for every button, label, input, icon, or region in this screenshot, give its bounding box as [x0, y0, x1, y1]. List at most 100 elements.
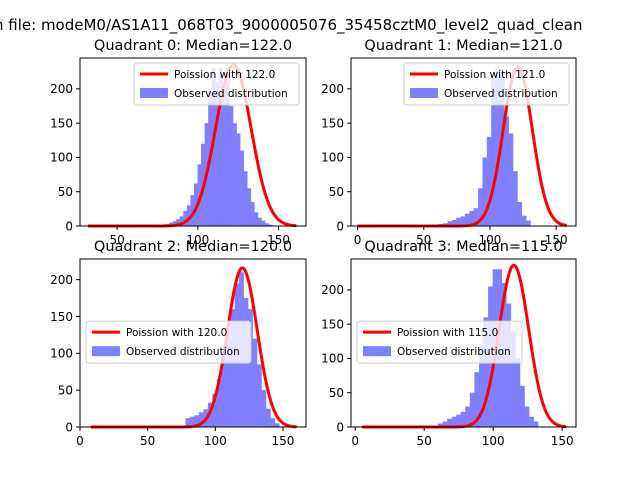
histogram-bar [515, 358, 521, 427]
legend-bar-label: Observed distribution [397, 346, 511, 358]
histogram-bar [190, 416, 195, 427]
histogram-bar [506, 303, 512, 427]
histogram-bar [270, 418, 276, 427]
x-tick-label: 50 [416, 233, 431, 247]
legend-bar-label: Observed distribution [174, 88, 288, 100]
histogram-bar [517, 202, 523, 226]
y-tick-label: 200 [321, 283, 344, 297]
x-tick-label: 0 [76, 434, 84, 448]
legend-bar-swatch [363, 346, 391, 357]
histogram-bar [247, 188, 252, 226]
histogram-bar [465, 406, 471, 427]
histogram-bar [230, 309, 235, 427]
histogram-bar [464, 213, 470, 226]
histogram-bar [478, 344, 484, 427]
histogram-bar [265, 408, 271, 427]
x-tick-label: 100 [186, 233, 209, 247]
histogram-bar [447, 221, 453, 226]
histogram-bar [215, 82, 220, 226]
histogram-bar [176, 219, 181, 226]
axes-frame [79, 258, 307, 428]
x-tick-label: 50 [417, 434, 432, 448]
y-tick-label: 0 [336, 219, 344, 233]
legend-curve-label: Poission with 115.0 [397, 327, 498, 339]
histogram-bar [274, 423, 280, 427]
legend-curve-label: Poission with 121.0 [444, 69, 545, 81]
histogram-bar [473, 208, 479, 226]
histogram-bar [513, 171, 518, 226]
histogram-bar [225, 331, 231, 427]
histogram-bar [504, 116, 509, 226]
histogram-bar [186, 205, 191, 226]
histogram-bar [211, 68, 216, 226]
histogram-bar [442, 421, 448, 427]
histogram-bar [491, 78, 496, 226]
histogram-bar [236, 133, 241, 226]
histogram-bar [243, 171, 248, 226]
histogram-bar [252, 338, 258, 427]
y-tick-label: 150 [321, 317, 344, 331]
histogram-bar [194, 415, 200, 427]
panels: 50 100 150 0 50 100 150 200 Quadrant 0: Median=1… [50, 38, 577, 448]
chart-panel-2: 0 50 100 150 0 50 100 150 200 Quadrant 2: Median=… [50, 239, 307, 448]
chart-panel-1: 0 50 100 150 0 50 100 150 200 Quadrant 1: Median=… [321, 38, 577, 247]
y-tick-label: 200 [50, 273, 73, 287]
y-tick-label: 100 [50, 151, 73, 165]
histogram-bar [526, 220, 531, 226]
histogram-bar [519, 385, 525, 427]
histogram-bar [190, 195, 195, 226]
y-tick-label: 50 [58, 185, 73, 199]
histogram-bar [529, 416, 534, 427]
histogram-bar [521, 215, 527, 226]
histogram-bar [172, 221, 177, 226]
histogram-bar [451, 219, 457, 226]
y-tick-label: 50 [329, 386, 344, 400]
legend-bar-label: Observed distribution [126, 346, 240, 358]
histogram-bar [250, 202, 255, 226]
histogram-bar [261, 390, 267, 427]
histogram-bar [254, 212, 259, 226]
histogram-bar [460, 411, 466, 427]
figure-suptitle: n file: modeM0/AS1A11_068T03_9000005076_… [0, 16, 583, 35]
chart-legend: Poission with 121.0 Observed distribution [403, 62, 570, 106]
histogram-bar [233, 123, 237, 226]
histogram-bar [198, 412, 204, 427]
y-tick-label: 150 [50, 310, 73, 324]
histogram-bar [218, 68, 223, 226]
legend-bar-label: Observed distribution [444, 88, 558, 100]
x-tick-label: 0 [351, 434, 359, 448]
histogram-bar [508, 133, 514, 226]
chart-panel-3: 0 50 100 150 0 50 100 150 200 Quadrant 3: Median=… [321, 239, 577, 448]
chart-legend: Poission with 120.0 Observed distribution [85, 320, 252, 364]
x-tick-label: 150 [267, 233, 290, 247]
chart-panel-0: 50 100 150 0 50 100 150 200 Quadrant 0: Median=1… [50, 38, 307, 247]
x-tick-label: 100 [204, 434, 227, 448]
legend-curve-label: Poission with 120.0 [126, 327, 227, 339]
axes-frame [79, 57, 307, 227]
y-tick-label: 0 [336, 420, 344, 434]
y-tick-label: 150 [50, 116, 73, 130]
histogram-bar [533, 421, 539, 427]
legend-frame [133, 62, 300, 106]
chart-legend: Poission with 115.0 Observed distribution [356, 320, 523, 364]
x-tick-label: 100 [479, 233, 502, 247]
legend-bar-swatch [410, 88, 438, 98]
histogram-bar [225, 68, 230, 226]
y-tick-label: 200 [321, 82, 344, 96]
y-tick-label: 100 [321, 352, 344, 366]
histogram-bar [240, 150, 244, 226]
axes-frame [350, 258, 577, 428]
histogram-bar [510, 331, 516, 427]
legend-curve-label: Poission with 122.0 [174, 69, 275, 81]
chart-title: Quadrant 2: Median=120.0 [94, 239, 292, 255]
axes-frame [350, 57, 577, 227]
y-tick-label: 100 [50, 347, 73, 361]
histogram-bar [469, 392, 475, 427]
x-tick-label: 100 [482, 434, 505, 448]
y-tick-label: 50 [58, 383, 73, 397]
histogram-bars-1 [434, 68, 531, 227]
chart-title: Quadrant 1: Median=121.0 [364, 38, 562, 54]
y-tick-label: 50 [329, 185, 344, 199]
histogram-bar [495, 68, 501, 226]
chart-title: Quadrant 3: Median=115.0 [364, 239, 562, 255]
